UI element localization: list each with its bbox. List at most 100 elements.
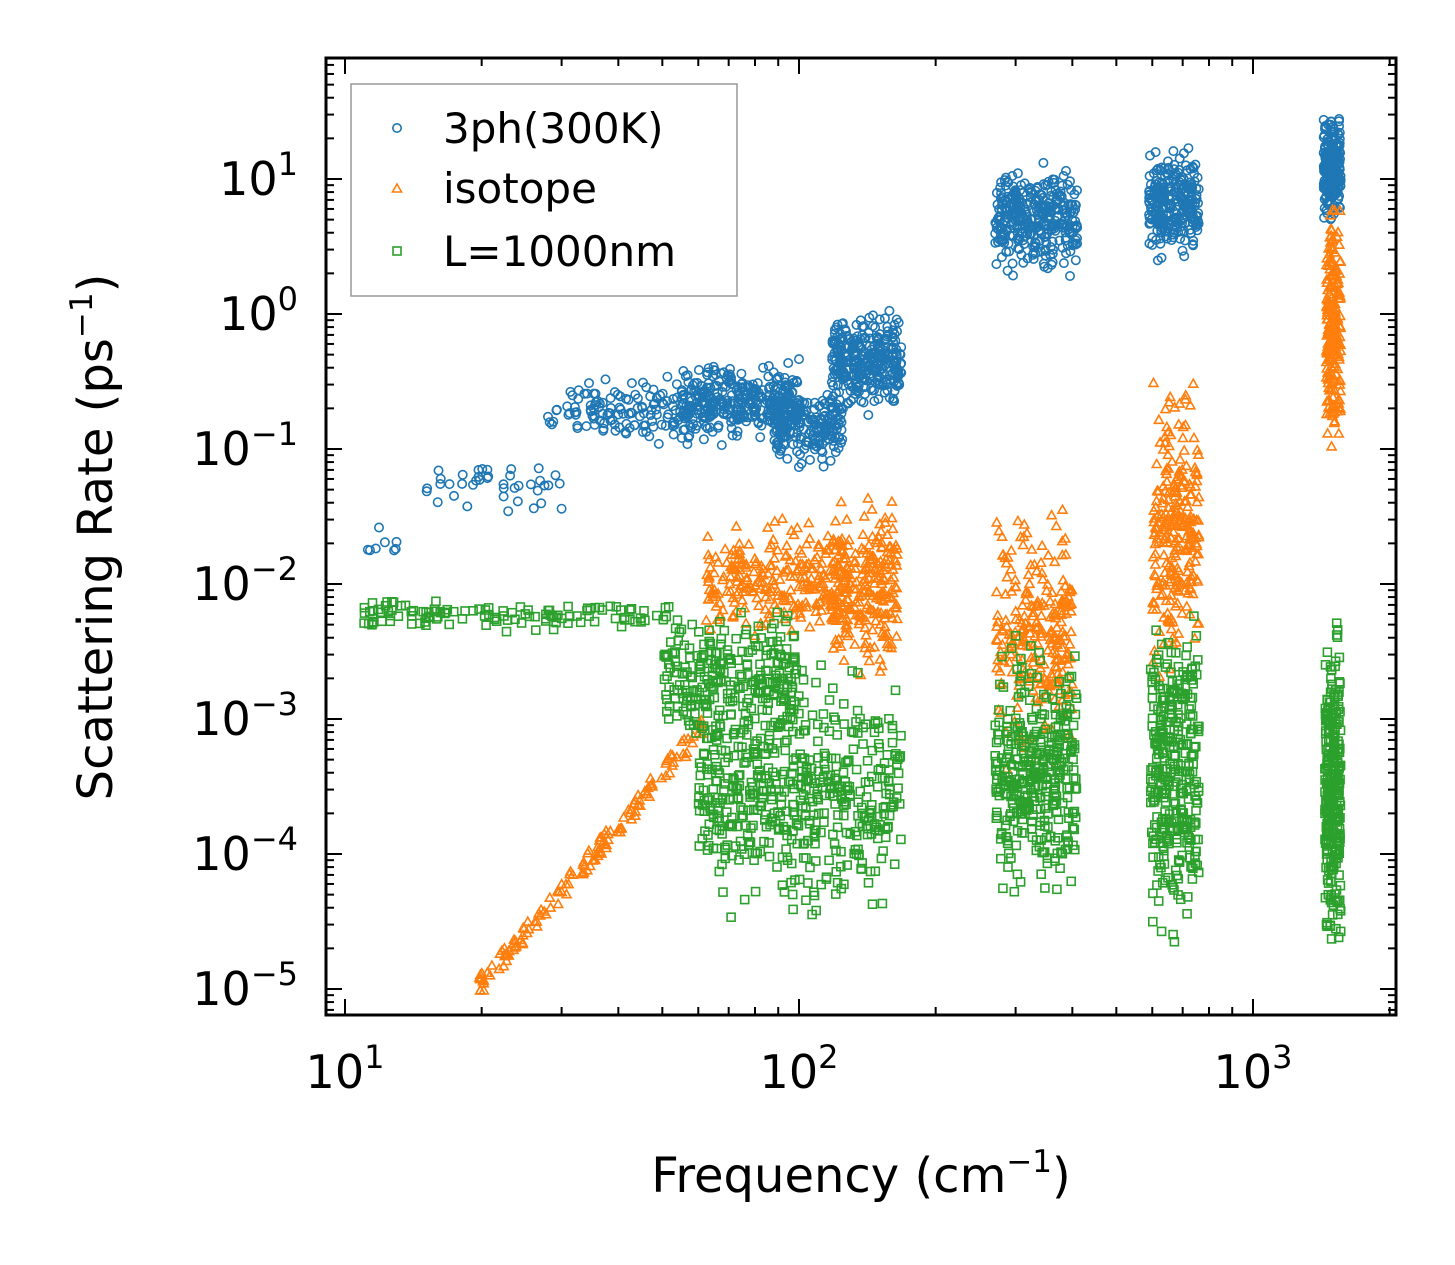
circle-point — [995, 182, 1006, 193]
square-point — [1043, 809, 1053, 819]
square-point — [1001, 831, 1012, 842]
triangle-point — [733, 537, 746, 549]
square-point — [693, 626, 704, 637]
triangle-point — [660, 769, 672, 781]
square-point — [694, 792, 704, 803]
triangle-point — [1052, 652, 1064, 664]
circle-point — [864, 340, 875, 351]
square-point — [1166, 647, 1177, 658]
triangle-point — [791, 521, 804, 533]
circle-point — [791, 375, 802, 386]
circle-point — [731, 430, 742, 441]
triangle-point — [741, 571, 753, 583]
square-point — [803, 835, 813, 846]
square-point — [855, 786, 866, 797]
square-point — [1180, 748, 1191, 759]
triangle-point — [875, 540, 888, 552]
triangle-point — [1153, 413, 1165, 425]
triangle-point — [1064, 585, 1076, 597]
triangle-point — [854, 586, 867, 598]
triangle-point — [858, 563, 870, 575]
square-point — [1193, 721, 1203, 732]
triangle-point — [832, 548, 845, 560]
square-point — [1021, 803, 1032, 814]
square-point — [715, 616, 725, 627]
triangle-point — [1187, 587, 1199, 599]
circle-point — [1040, 231, 1051, 242]
triangle-point — [771, 564, 783, 576]
square-point — [1189, 742, 1199, 753]
square-point — [740, 629, 751, 640]
square-point — [393, 611, 404, 622]
circle-point — [462, 501, 473, 512]
circle-point — [723, 377, 734, 388]
circle-point — [741, 416, 752, 427]
triangle-point — [1171, 499, 1183, 510]
circle-point — [731, 404, 742, 415]
triangle-point — [994, 645, 1007, 657]
triangle-point — [1060, 607, 1073, 618]
triangle-point — [868, 577, 881, 588]
square-point — [1193, 655, 1203, 665]
triangle-point — [1159, 529, 1172, 541]
circle-point — [1320, 141, 1331, 152]
circle-point — [828, 441, 839, 452]
square-point — [658, 614, 669, 625]
circle-point — [1028, 254, 1039, 265]
square-point — [435, 606, 446, 617]
square-point — [474, 604, 484, 614]
square-point — [1019, 741, 1030, 752]
triangle-point — [1156, 578, 1169, 589]
circle-point — [1055, 186, 1066, 197]
triangle-point — [1186, 541, 1198, 552]
circle-point — [849, 357, 860, 368]
triangle-point — [876, 659, 888, 671]
triangle-point — [714, 597, 726, 608]
circle-point — [867, 320, 878, 331]
square-point — [1153, 852, 1164, 862]
triangle-point — [843, 533, 855, 545]
square-point — [866, 771, 877, 782]
circle-point — [1070, 255, 1081, 266]
square-point — [829, 712, 839, 723]
circle-point — [1069, 189, 1080, 200]
triangle-point — [1320, 258, 1333, 270]
triangle-point — [1157, 492, 1170, 503]
square-point — [1025, 695, 1035, 706]
square-point — [1027, 712, 1037, 723]
triangle-point — [1024, 558, 1037, 570]
circle-point — [770, 399, 781, 410]
triangle-point — [1321, 276, 1333, 288]
triangle-point — [1192, 448, 1205, 460]
circle-point — [758, 362, 769, 373]
square-point — [741, 730, 752, 740]
square-point — [891, 793, 902, 803]
circle-point — [825, 422, 836, 433]
square-point — [775, 649, 786, 660]
square-point — [749, 855, 759, 866]
triangle-point — [1322, 373, 1335, 384]
triangle-point — [886, 522, 899, 534]
triangle-point — [1160, 507, 1172, 518]
triangle-point — [780, 539, 793, 551]
square-point — [1012, 869, 1023, 880]
triangle-point — [709, 550, 722, 562]
square-point — [1052, 884, 1062, 895]
triangle-point — [1056, 534, 1069, 546]
triangle-point — [560, 888, 573, 899]
circle-point — [671, 379, 682, 390]
square-point — [819, 759, 830, 769]
square-point — [664, 701, 675, 711]
square-point — [839, 719, 849, 729]
square-point — [1161, 814, 1172, 825]
triangle-point — [1003, 656, 1016, 667]
triangle-point — [815, 604, 828, 615]
square-point — [551, 617, 561, 628]
circle-point — [1145, 179, 1156, 190]
square-point — [1067, 741, 1078, 752]
triangle-point — [1002, 551, 1014, 562]
square-point — [421, 620, 431, 631]
circle-point — [888, 395, 899, 406]
circle-point — [775, 445, 786, 456]
square-point — [772, 673, 782, 684]
